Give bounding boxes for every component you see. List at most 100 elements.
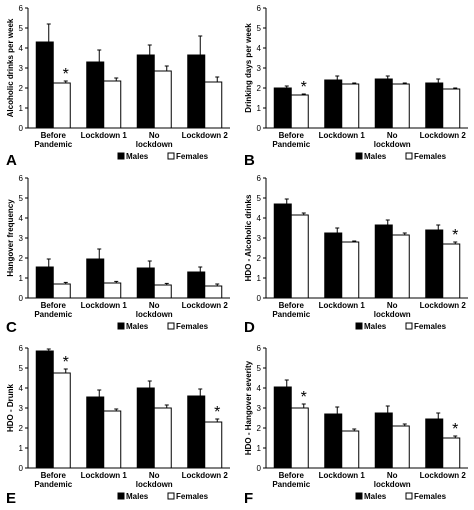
bar-males xyxy=(187,54,206,129)
category-label: Before Pandemic xyxy=(34,131,72,149)
category-label: Lockdown 1 xyxy=(81,471,128,480)
y-tick-label: 3 xyxy=(257,404,262,413)
bar-females xyxy=(341,430,360,469)
legend-swatch xyxy=(167,492,175,500)
bar-males xyxy=(86,61,105,129)
y-tick-label: 5 xyxy=(257,364,262,373)
bar-females xyxy=(204,81,223,129)
y-tick-label: 2 xyxy=(257,84,262,93)
category-label: Before Pandemic xyxy=(272,471,310,489)
panel-letter: C xyxy=(6,319,17,336)
category-label: Lockdown 2 xyxy=(420,131,467,140)
legend-swatch xyxy=(167,322,175,330)
y-tick-label: 6 xyxy=(19,174,24,183)
y-tick-label: 1 xyxy=(19,444,24,453)
y-axis-label: Drinking days per week xyxy=(244,23,253,113)
y-tick-label: 3 xyxy=(257,234,262,243)
y-tick-label: 0 xyxy=(19,124,24,133)
bar-females xyxy=(52,372,71,469)
category-label: Lockdown 1 xyxy=(81,131,128,140)
panel-letter: B xyxy=(244,152,255,169)
category-label: Before Pandemic xyxy=(272,301,310,319)
bar-males xyxy=(136,54,155,129)
panel-b: 0 1 2 3 4 5 6 Drinking days per week Before Pande… xyxy=(244,4,468,169)
bar-females xyxy=(341,83,360,129)
legend-label: Males xyxy=(364,492,387,501)
legend-label: Females xyxy=(176,492,209,501)
legend-label: Females xyxy=(414,152,447,161)
category-label: Lockdown 1 xyxy=(319,131,366,140)
category-label: Before Pandemic xyxy=(34,471,72,489)
bar-females xyxy=(442,243,461,299)
significance-star: * xyxy=(214,404,220,421)
category-label: No lockdown xyxy=(374,471,411,489)
y-tick-label: 2 xyxy=(19,424,24,433)
y-axis-label: HDO - Hangover severity xyxy=(244,360,253,455)
category-label: Lockdown 2 xyxy=(420,471,467,480)
category-label: No lockdown xyxy=(136,131,173,149)
bar-females xyxy=(442,437,461,469)
category-label: No lockdown xyxy=(374,301,411,319)
bar-males xyxy=(273,386,292,469)
bar-males xyxy=(324,413,343,469)
bar-males xyxy=(324,232,343,299)
bar-males xyxy=(35,41,54,129)
y-tick-label: 5 xyxy=(257,24,262,33)
legend-label: Females xyxy=(414,322,447,331)
bar-females xyxy=(204,421,223,469)
bar-females xyxy=(442,88,461,129)
legend-swatch xyxy=(355,492,363,500)
y-tick-label: 0 xyxy=(257,124,262,133)
category-label: No lockdown xyxy=(136,471,173,489)
legend-swatch xyxy=(355,322,363,330)
significance-star: * xyxy=(452,421,458,438)
legend-swatch xyxy=(355,152,363,160)
category-label: No lockdown xyxy=(374,131,411,149)
y-tick-label: 3 xyxy=(19,404,24,413)
bar-males xyxy=(425,82,444,129)
legend-swatch xyxy=(117,492,125,500)
category-label: Lockdown 1 xyxy=(319,471,366,480)
bar-females xyxy=(103,410,122,469)
bar-males xyxy=(374,78,393,129)
category-label: Lockdown 2 xyxy=(182,131,229,140)
bar-males xyxy=(86,396,105,469)
y-tick-label: 5 xyxy=(19,364,24,373)
bar-males xyxy=(324,79,343,129)
category-label: Before Pandemic xyxy=(272,131,310,149)
bar-males xyxy=(187,271,206,299)
bar-males xyxy=(35,350,54,469)
bar-females xyxy=(391,83,410,129)
significance-star: * xyxy=(301,389,307,406)
legend-swatch xyxy=(405,322,413,330)
y-tick-label: 1 xyxy=(19,274,24,283)
bar-males xyxy=(425,418,444,469)
category-label: Before Pandemic xyxy=(34,301,72,319)
bar-males xyxy=(273,203,292,299)
bar-males xyxy=(35,266,54,299)
legend-label: Females xyxy=(414,492,447,501)
legend-label: Males xyxy=(126,322,149,331)
y-tick-label: 3 xyxy=(257,64,262,73)
y-tick-label: 6 xyxy=(257,4,262,13)
category-label: No lockdown xyxy=(136,301,173,319)
bar-females xyxy=(52,283,71,299)
bar-females xyxy=(153,70,172,129)
category-label: Lockdown 2 xyxy=(182,471,229,480)
y-axis-label: Hangover frequency xyxy=(6,199,15,277)
y-tick-label: 4 xyxy=(257,44,262,53)
y-axis-label: HDO - Alcoholic drinks xyxy=(244,194,253,281)
y-tick-label: 5 xyxy=(19,194,24,203)
y-tick-label: 4 xyxy=(257,214,262,223)
y-tick-label: 6 xyxy=(257,344,262,353)
legend-label: Males xyxy=(126,492,149,501)
bar-females xyxy=(290,94,309,129)
y-tick-label: 2 xyxy=(257,254,262,263)
bar-females xyxy=(153,284,172,299)
bar-males xyxy=(86,258,105,299)
bar-females xyxy=(341,241,360,299)
legend-swatch xyxy=(117,322,125,330)
legend-swatch xyxy=(167,152,175,160)
panel-f: 0 1 2 3 4 5 6 HDO - Hangover severity Before Pand… xyxy=(244,344,468,507)
bar-females xyxy=(391,425,410,469)
